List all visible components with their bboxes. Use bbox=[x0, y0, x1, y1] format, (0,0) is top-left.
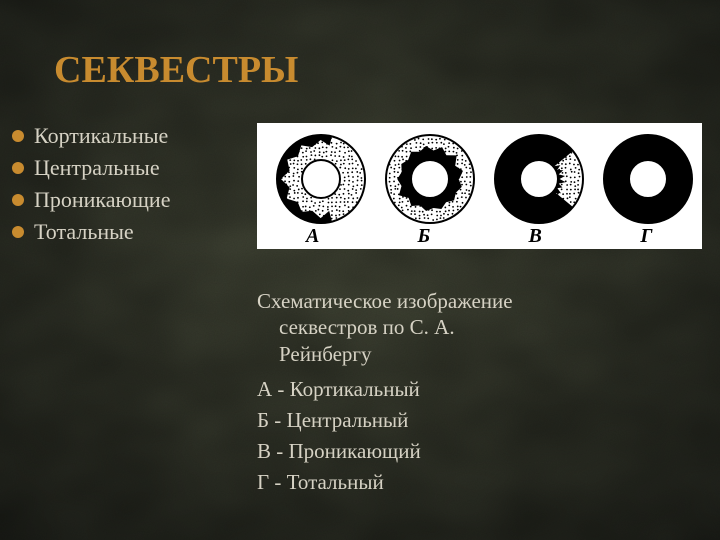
bullet-dot-icon bbox=[12, 162, 24, 174]
diagram-letter: Г bbox=[591, 225, 702, 248]
bullet-dot-icon bbox=[12, 226, 24, 238]
bullet-label: Проникающие bbox=[34, 187, 170, 213]
diagram-letter-row: АБВГ bbox=[257, 225, 702, 248]
legend-line: В - Проникающий bbox=[257, 439, 687, 464]
bullet-label: Кортикальные bbox=[34, 123, 168, 149]
bullet-label: Тотальные bbox=[34, 219, 134, 245]
bullet-list: Кортикальные Центральные Проникающие Тоталь… bbox=[12, 123, 170, 251]
ring-total bbox=[604, 135, 692, 223]
caption-text: Схематическое изображениесеквестров по С… bbox=[257, 288, 687, 367]
diagram-letter: В bbox=[480, 225, 591, 248]
bullet-label: Центральные bbox=[34, 155, 160, 181]
bullet-dot-icon bbox=[12, 194, 24, 206]
ring-penetrating bbox=[495, 135, 583, 223]
bullet-item: Тотальные bbox=[12, 219, 170, 245]
caption-block: Схематическое изображениесеквестров по С… bbox=[257, 288, 687, 501]
legend-line: Г - Тотальный bbox=[257, 470, 687, 495]
legend-line: А - Кортикальный bbox=[257, 377, 687, 402]
ring-cortical bbox=[277, 135, 365, 223]
bullet-dot-icon bbox=[12, 130, 24, 142]
bullet-item: Проникающие bbox=[12, 187, 170, 213]
diagram-letter: А bbox=[257, 225, 368, 248]
bullet-item: Центральные bbox=[12, 155, 170, 181]
legend-line: Б - Центральный bbox=[257, 408, 687, 433]
bullet-item: Кортикальные bbox=[12, 123, 170, 149]
caption-legend: А - Кортикальный Б - Центральный В - Прони… bbox=[257, 377, 687, 495]
slide-title: СЕКВЕСТРЫ bbox=[54, 48, 298, 92]
diagram-letter: Б bbox=[368, 225, 479, 248]
ring-central bbox=[386, 135, 474, 223]
